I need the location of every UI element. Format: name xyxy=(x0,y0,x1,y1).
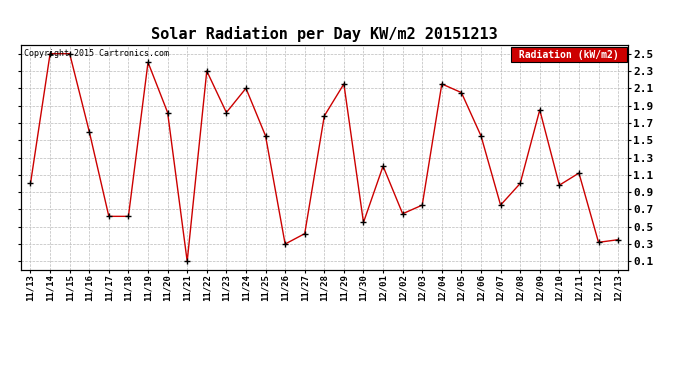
Text: Copyright 2015 Cartronics.com: Copyright 2015 Cartronics.com xyxy=(23,50,169,58)
Text: Radiation (kW/m2): Radiation (kW/m2) xyxy=(513,50,625,60)
Title: Solar Radiation per Day KW/m2 20151213: Solar Radiation per Day KW/m2 20151213 xyxy=(151,27,497,42)
